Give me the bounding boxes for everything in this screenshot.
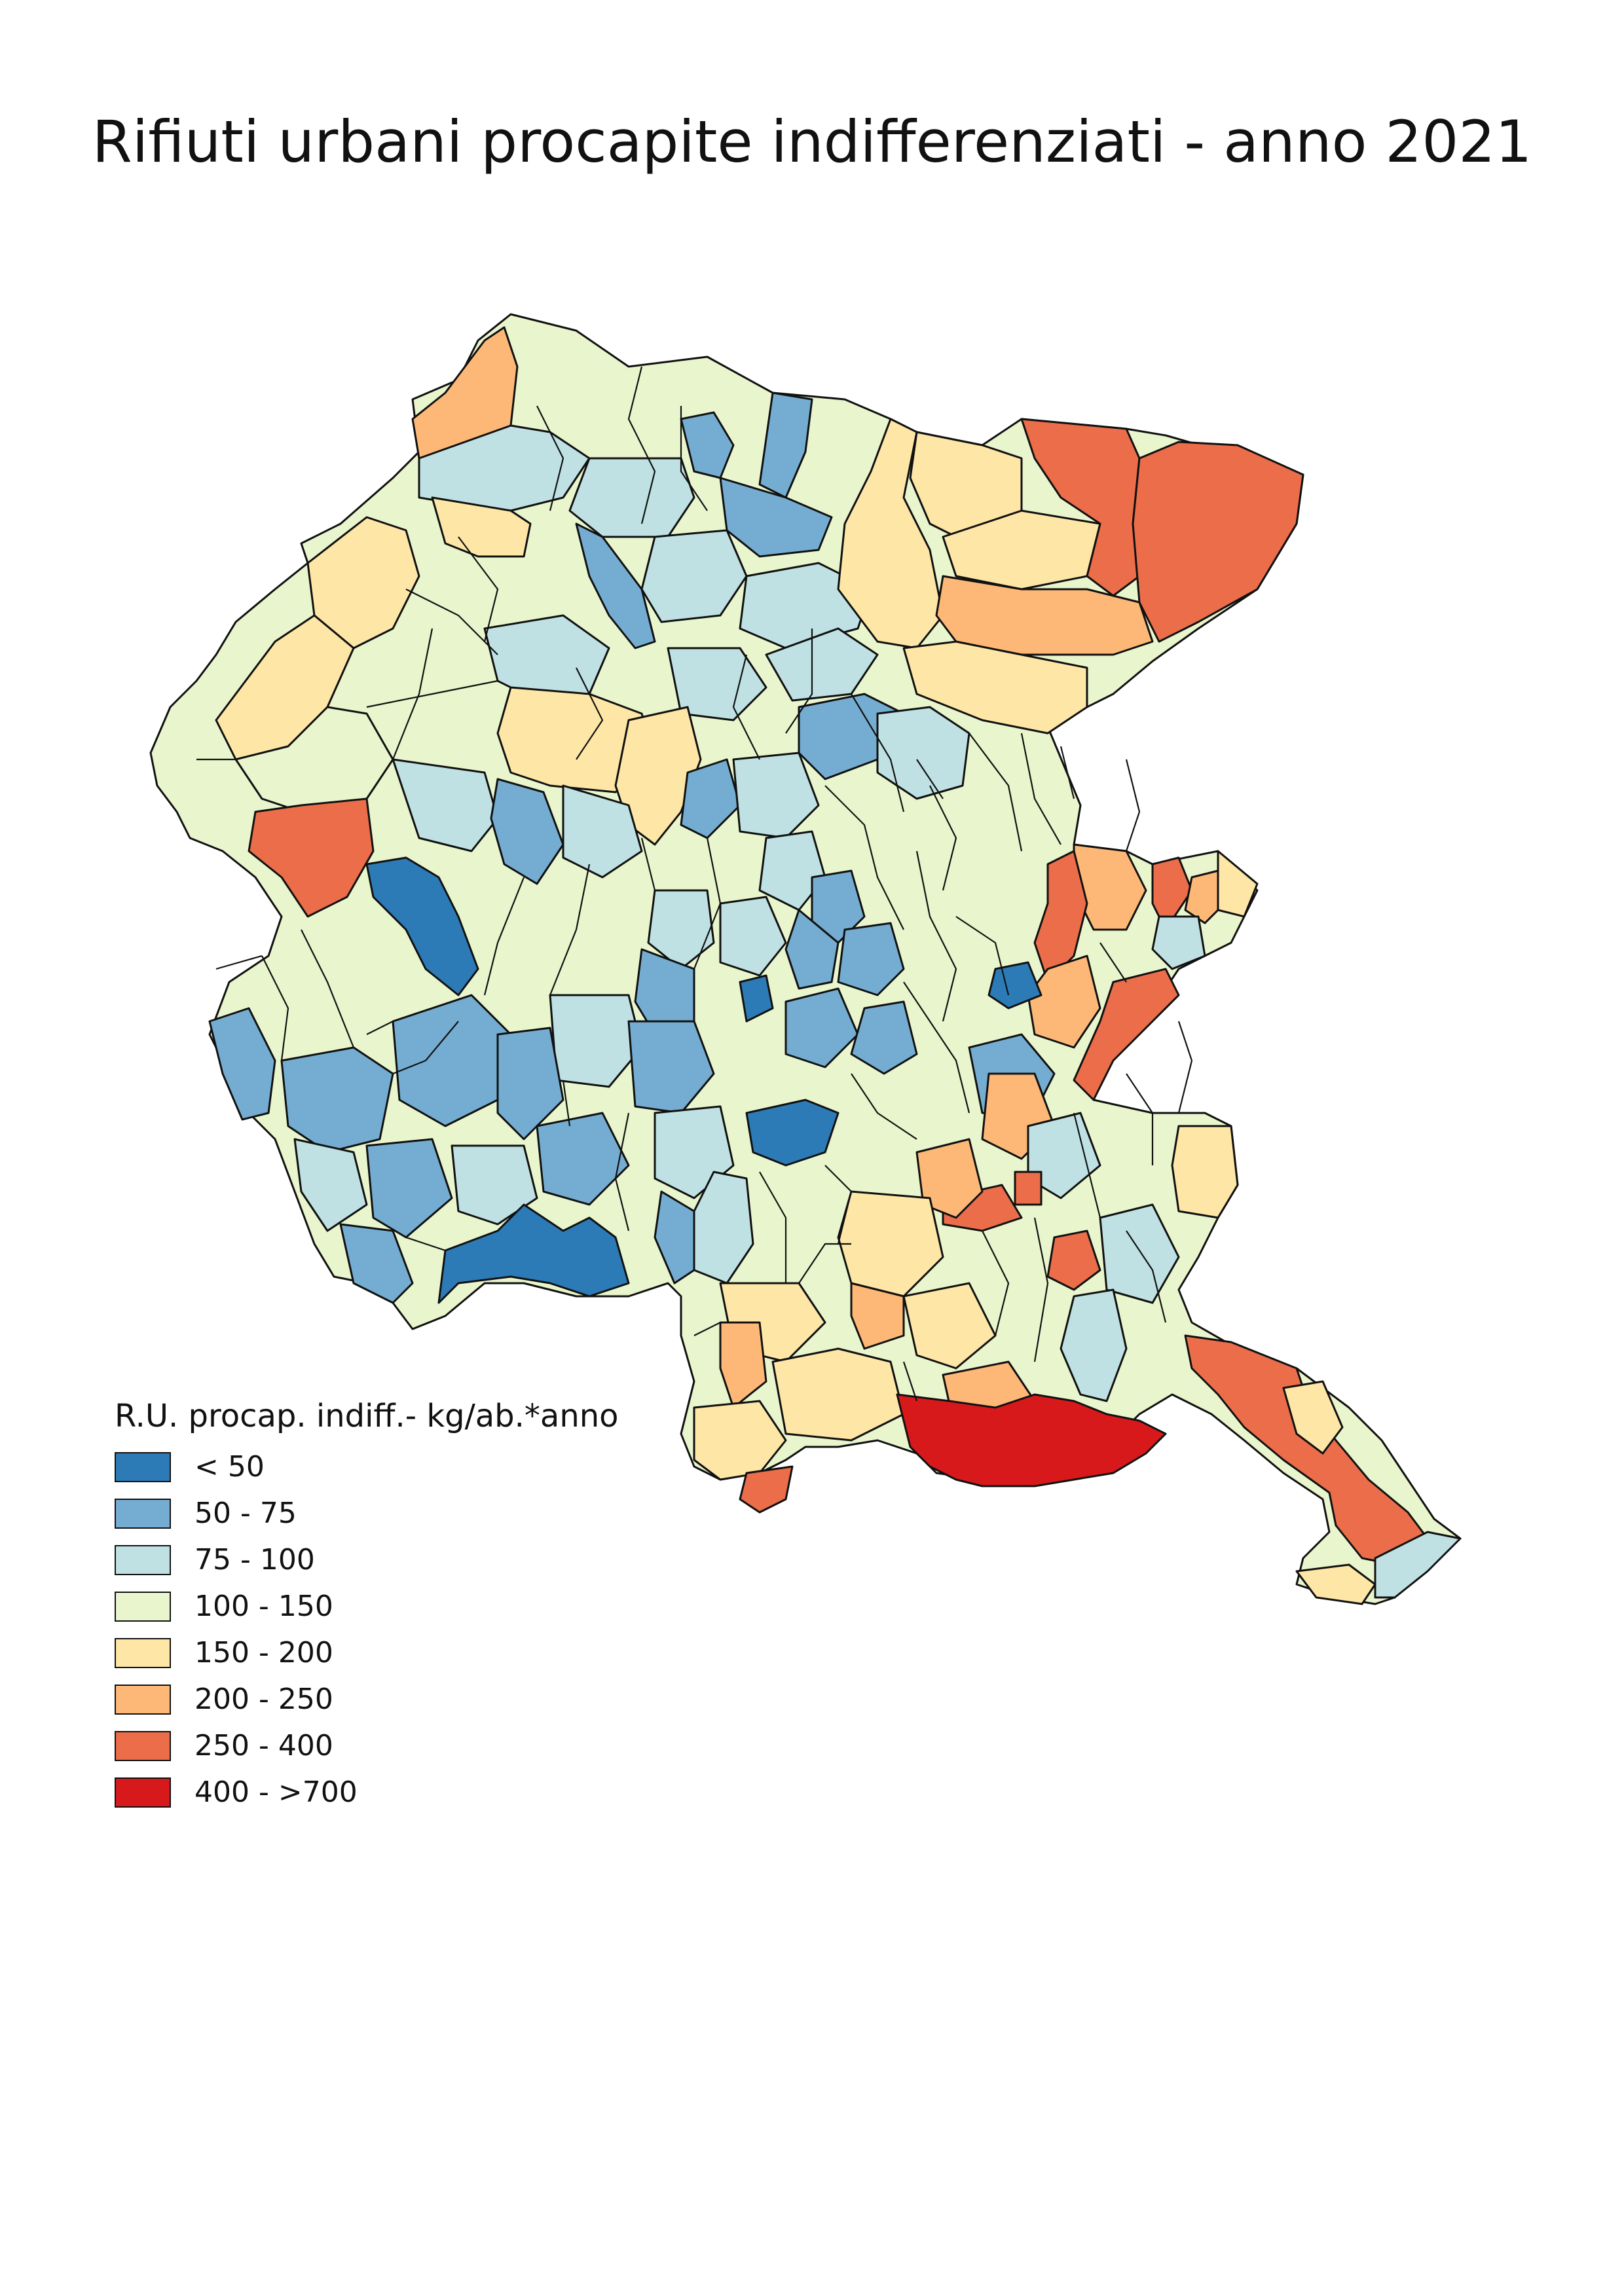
legend-title: R.U. procap. indiff.- kg/ab.*anno bbox=[115, 1398, 619, 1434]
region-polygon bbox=[627, 1020, 715, 1114]
region-polygon bbox=[1295, 1563, 1376, 1605]
region-polygon bbox=[392, 758, 499, 852]
legend-item: 250 - 400 bbox=[115, 1722, 619, 1769]
legend-swatch bbox=[115, 1777, 171, 1808]
region-polygon bbox=[719, 896, 787, 977]
region-polygon bbox=[837, 922, 905, 996]
region-polygon bbox=[568, 457, 695, 538]
region-polygon bbox=[640, 529, 748, 623]
region-polygon bbox=[248, 797, 375, 918]
region-polygon bbox=[654, 1190, 695, 1285]
region-polygon bbox=[935, 575, 1154, 656]
region-polygon bbox=[896, 1393, 1167, 1487]
region-polygon bbox=[1282, 1380, 1344, 1455]
legend-item: < 50 bbox=[115, 1444, 619, 1490]
legend-swatch bbox=[115, 1591, 171, 1622]
region-polygon bbox=[667, 647, 767, 721]
region-polygon bbox=[1060, 1288, 1128, 1402]
region-polygon bbox=[784, 909, 840, 990]
region-polygon bbox=[1014, 1171, 1043, 1206]
region-polygon bbox=[431, 496, 532, 558]
region-polygon bbox=[680, 411, 735, 479]
region-polygon bbox=[339, 1223, 414, 1304]
legend-label: 200 - 250 bbox=[194, 1683, 333, 1716]
legend: R.U. procap. indiff.- kg/ab.*anno < 50 5… bbox=[115, 1398, 619, 1815]
region-polygon bbox=[536, 1112, 630, 1206]
region-polygon bbox=[765, 627, 879, 702]
region-polygon bbox=[208, 1007, 276, 1121]
region-polygon bbox=[1099, 1203, 1180, 1304]
legend-item: 400 - >700 bbox=[115, 1769, 619, 1815]
region-polygon bbox=[490, 778, 564, 885]
region-polygon bbox=[365, 1138, 453, 1239]
region-polygon bbox=[437, 1203, 630, 1304]
legend-label: < 50 bbox=[194, 1450, 265, 1484]
legend-label: 100 - 150 bbox=[194, 1590, 333, 1623]
region-polygon bbox=[915, 1138, 984, 1219]
region-polygon bbox=[1184, 869, 1226, 924]
legend-item: 50 - 75 bbox=[115, 1490, 619, 1537]
region-polygon bbox=[680, 758, 741, 839]
legend-swatch bbox=[115, 1544, 171, 1575]
legend-swatch bbox=[115, 1637, 171, 1668]
legend-label: 50 - 75 bbox=[194, 1497, 297, 1530]
legend-swatch bbox=[115, 1451, 171, 1482]
region-polygon bbox=[732, 752, 820, 839]
legend-label: 150 - 200 bbox=[194, 1636, 333, 1669]
region-polygon bbox=[1132, 441, 1304, 643]
legend-swatch bbox=[115, 1684, 171, 1715]
legend-label: 400 - >700 bbox=[194, 1776, 358, 1809]
legend-item: 200 - 250 bbox=[115, 1676, 619, 1722]
region-polygon bbox=[1020, 418, 1141, 597]
region-polygon bbox=[1184, 1334, 1429, 1566]
region-polygon bbox=[745, 1099, 840, 1167]
region-polygon bbox=[876, 706, 970, 800]
region-polygon bbox=[902, 1282, 997, 1370]
region-polygon bbox=[850, 1000, 918, 1075]
legend-item: 150 - 200 bbox=[115, 1630, 619, 1676]
region-polygon bbox=[614, 706, 702, 846]
region-polygon bbox=[1151, 915, 1206, 970]
region-polygon bbox=[850, 1282, 905, 1350]
region-polygon bbox=[784, 987, 859, 1068]
map-title: Rifiuti urbani procapite indifferenziati… bbox=[92, 108, 1532, 175]
region-polygon bbox=[719, 1321, 767, 1409]
region-polygon bbox=[739, 974, 774, 1023]
legend-label: 75 - 100 bbox=[194, 1543, 315, 1576]
region-polygon bbox=[1171, 1125, 1239, 1219]
region-polygon bbox=[902, 640, 1088, 735]
legend-label: 250 - 400 bbox=[194, 1729, 333, 1762]
region-polygon bbox=[1073, 968, 1180, 1101]
region-polygon bbox=[1151, 856, 1193, 931]
region-polygon bbox=[562, 784, 643, 879]
region-polygon bbox=[496, 1027, 564, 1140]
region-polygon bbox=[1027, 1112, 1101, 1199]
region-polygon bbox=[496, 686, 656, 793]
region-polygon bbox=[293, 1138, 368, 1232]
region-polygon bbox=[647, 889, 715, 970]
region-polygon bbox=[575, 522, 656, 649]
region-polygon bbox=[1046, 1230, 1101, 1291]
municipal-borders bbox=[196, 366, 1193, 1402]
region-polygon bbox=[987, 961, 1043, 1010]
legend-swatch bbox=[115, 1498, 171, 1529]
legend-swatch bbox=[115, 1730, 171, 1761]
region-polygon bbox=[1374, 1531, 1462, 1599]
region-polygon bbox=[365, 856, 479, 996]
region-polygon bbox=[739, 1465, 794, 1514]
legend-item: 75 - 100 bbox=[115, 1537, 619, 1583]
region-polygon bbox=[1217, 850, 1259, 918]
legend-item: 100 - 150 bbox=[115, 1583, 619, 1630]
